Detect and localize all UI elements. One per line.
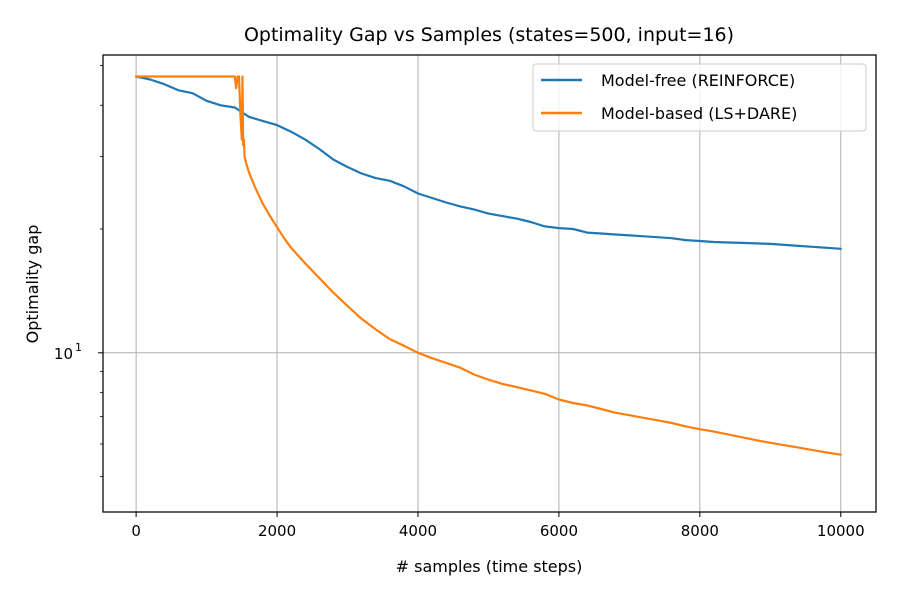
legend: Model-free (REINFORCE) Model-based (LS+D… (532, 63, 867, 132)
y-tick-label: 10 (54, 345, 73, 363)
x-tick-label: 4000 (399, 522, 437, 540)
x-tick-label: 0 (131, 522, 141, 540)
y-axis-label: Optimality gap (23, 225, 42, 344)
series-lines (135, 75, 842, 456)
series-line-model-based (135, 75, 842, 456)
x-tick-label: 2000 (258, 522, 296, 540)
x-tick-label: 6000 (540, 522, 578, 540)
series-line-model-free (135, 75, 842, 250)
chart-title: Optimality Gap vs Samples (states=500, i… (244, 24, 734, 46)
legend-label-model-based: Model-based (LS+DARE) (601, 104, 797, 123)
plot-frame (102, 54, 877, 513)
legend-label-model-free: Model-free (REINFORCE) (601, 71, 795, 90)
x-axis-label: # samples (time steps) (396, 557, 583, 576)
legend-box (532, 63, 867, 132)
axis-ticks: 0 2000 4000 6000 8000 10000 10 1 (54, 65, 865, 540)
y-tick-label-exponent: 1 (75, 341, 82, 354)
x-tick-label: 10000 (817, 522, 865, 540)
x-tick-label: 8000 (681, 522, 719, 540)
